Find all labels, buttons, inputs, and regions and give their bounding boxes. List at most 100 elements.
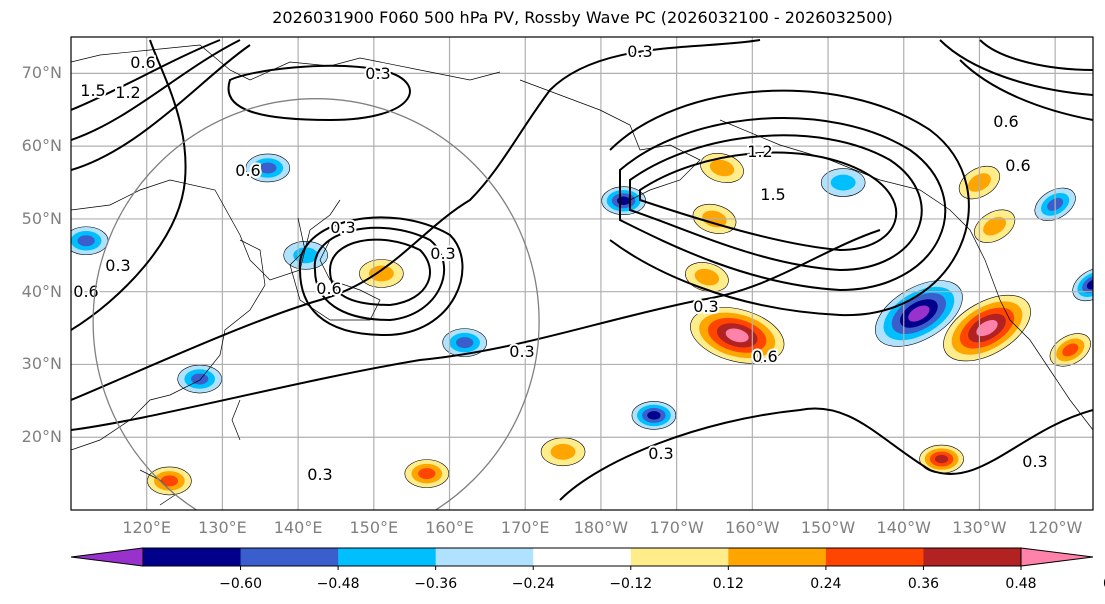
pv-contour-0-6: [313, 226, 446, 322]
lon-tick-label: 130°E: [198, 518, 247, 537]
contour-label: 0.3: [365, 64, 390, 83]
anomaly-level: [976, 320, 998, 337]
anomaly-blob: [943, 294, 1031, 362]
lat-tick-label: 40°N: [21, 281, 62, 301]
anomaly-blob: [1049, 333, 1091, 367]
pv-contour-0-3: [559, 407, 1093, 501]
colorbar-extend-low: [70, 547, 144, 567]
colorbar-tick-label: 0.48: [1005, 576, 1037, 592]
anomaly-level: [77, 235, 95, 247]
colorbar-segment: [728, 548, 827, 566]
pv-contour-1-2: [71, 39, 241, 141]
lon-tick-label: 130°W: [952, 518, 1007, 537]
anomaly-blob: [875, 280, 963, 347]
contour-label: 0.6: [752, 347, 777, 366]
anomaly-blob: [404, 459, 450, 488]
lon-tick-label: 170°W: [649, 518, 704, 537]
colorbar-tick-label: 0.24: [810, 576, 842, 592]
pv-contour-0-9: [619, 117, 947, 292]
lat-tick-label: 20°N: [21, 427, 62, 447]
contour-label: 0.3: [627, 42, 652, 61]
colorbar-tick-label: −0.60: [219, 576, 262, 592]
colorbar-segment: [240, 548, 339, 566]
anomaly-blob: [359, 259, 404, 288]
lat-tick-label: 60°N: [21, 136, 62, 156]
lat-tick-label: 70°N: [21, 63, 62, 83]
colorbar-segment: [435, 548, 534, 566]
pv-contour-0-3: [71, 39, 761, 401]
anomaly-level: [647, 411, 661, 420]
anomaly-level: [983, 216, 1007, 236]
colorbar-segment: [143, 548, 242, 566]
anomaly-blob: [177, 364, 222, 394]
anomaly-level: [1062, 343, 1079, 357]
contour-label: 0.3: [430, 244, 455, 263]
anomaly-blob: [245, 153, 291, 183]
contour-label: 0.3: [693, 297, 718, 316]
colorbar-tick-label: −0.24: [511, 576, 555, 592]
colorbar-tick-label: −0.48: [316, 576, 360, 592]
anomaly-blob: [147, 466, 192, 496]
pv-contour-0-9: [328, 238, 431, 307]
contour-label: 0.3: [509, 342, 534, 361]
anomaly-level: [934, 454, 949, 464]
lon-tick-label: 170°E: [500, 518, 550, 537]
anomaly-blob: [601, 186, 646, 216]
pv-contour-1-5: [639, 151, 898, 252]
colorbar-tick-label: −0.12: [609, 576, 653, 592]
colorbar-segment: [630, 548, 729, 566]
anomaly-level: [1086, 279, 1093, 290]
lon-tick-label: 120°W: [1027, 518, 1083, 537]
anomaly-blob: [820, 168, 866, 197]
contour-label: 0.6: [235, 161, 260, 180]
anomaly-blob: [631, 401, 677, 430]
anomaly-level: [830, 174, 856, 191]
contour-label: 0.6: [993, 112, 1018, 131]
colorbar-tick-label: 0.60: [1103, 576, 1105, 592]
pv-contour-0-3: [298, 216, 464, 337]
coastline: [71, 239, 266, 451]
lon-tick-label: 140°E: [273, 518, 323, 537]
anomaly-level: [908, 305, 930, 322]
anomaly-level: [550, 443, 576, 460]
anomaly-level: [191, 373, 209, 385]
plot-area: [71, 37, 1093, 510]
anomaly-level: [259, 162, 277, 174]
contour-label: 0.6: [130, 53, 155, 72]
contour-label: 0.3: [330, 218, 355, 237]
contour-label: 1.5: [80, 81, 105, 100]
pv-contour-0-9: [939, 39, 1093, 96]
lon-tick-label: 160°W: [725, 518, 780, 537]
coastline: [289, 217, 381, 321]
contour-label: 1.2: [747, 142, 772, 161]
anomaly-blob: [540, 437, 586, 467]
pv-contour-0-6: [609, 89, 970, 317]
selection-circle: [92, 98, 540, 510]
pv-contour-0-3: [71, 229, 881, 431]
contour-label: 0.3: [1022, 452, 1047, 471]
pv-contour-0-3: [227, 64, 411, 122]
anomaly-blob: [1072, 267, 1093, 302]
lat-tick-label: 50°N: [21, 208, 62, 228]
pv-contour-0-6: [959, 59, 1093, 121]
pv-contour-1-5: [71, 39, 221, 111]
lon-tick-label: 150°E: [349, 518, 399, 537]
colorbar-tick-label: 0.36: [907, 576, 940, 592]
lon-tick-label: 140°W: [876, 518, 931, 537]
colorbar-tick-label: 0.12: [712, 576, 744, 592]
pv-contour-0-9: [71, 44, 251, 171]
contour-label: 1.5: [760, 185, 785, 204]
lon-tick-label: 180°W: [573, 518, 629, 537]
colorbar-extend-high: [1020, 547, 1094, 567]
colorbar-outline: [142, 547, 1022, 567]
anomaly-level: [709, 159, 735, 177]
contour-label: 0.3: [105, 256, 130, 275]
colorbar-segment: [533, 548, 632, 566]
colorbar-tick-label: −0.36: [414, 576, 458, 592]
chart-title: 2026031900 F060 500 hPa PV, Rossby Wave …: [272, 8, 893, 27]
colorbar-segment: [923, 548, 1022, 566]
lon-tick-label: 160°E: [425, 518, 474, 537]
anomaly-level: [160, 475, 179, 487]
pv-contour-1-2: [979, 39, 1093, 71]
